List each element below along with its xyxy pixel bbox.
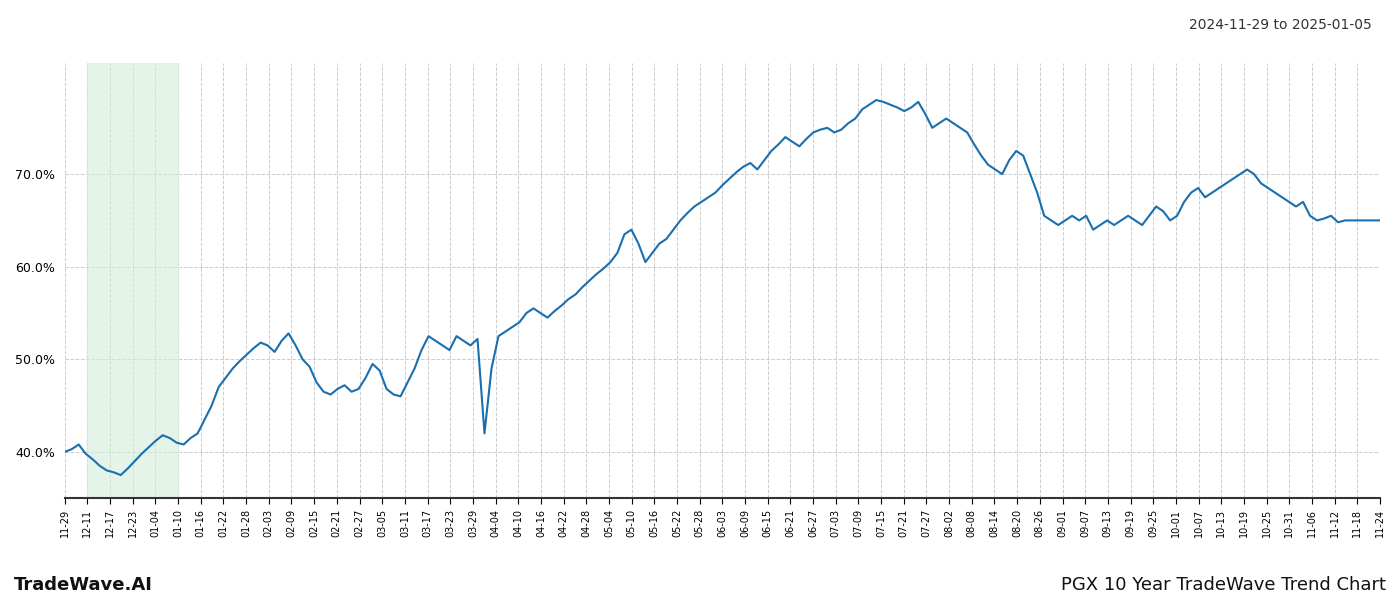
Text: TradeWave.AI: TradeWave.AI bbox=[14, 576, 153, 594]
Text: 2024-11-29 to 2025-01-05: 2024-11-29 to 2025-01-05 bbox=[1189, 18, 1372, 32]
Text: PGX 10 Year TradeWave Trend Chart: PGX 10 Year TradeWave Trend Chart bbox=[1061, 576, 1386, 594]
Bar bbox=[87, 63, 178, 498]
